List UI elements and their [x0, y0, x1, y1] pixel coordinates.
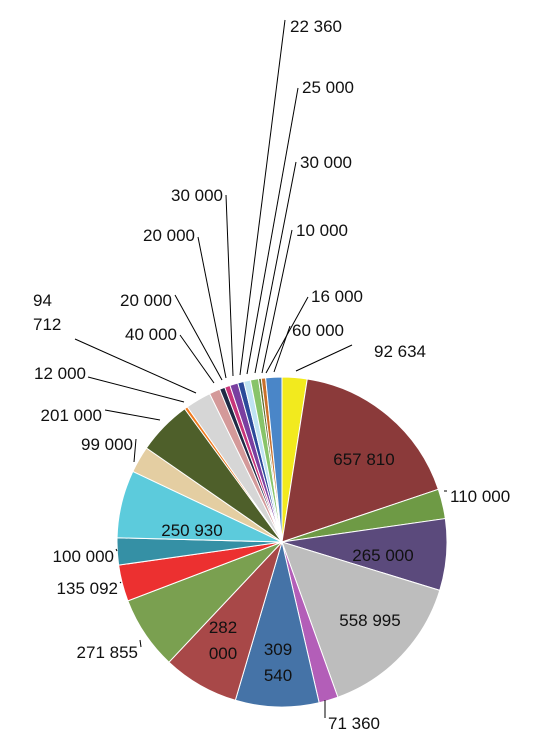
data-label-1: 92 634 [374, 342, 426, 361]
leader-line-13 [133, 438, 137, 463]
data-label-10: 135 092 [57, 579, 118, 598]
data-label-3: 110 000 [450, 487, 510, 506]
data-label-22: 25 000 [302, 78, 354, 97]
data-label-8: 282 000 [209, 618, 237, 663]
leader-line-17 [179, 334, 215, 384]
data-label-23: 30 000 [300, 153, 352, 172]
data-label-6: 71 360 [328, 714, 380, 732]
data-label-12: 250 930 [161, 521, 222, 540]
leader-line-15 [87, 376, 185, 403]
data-label-21: 22 360 [290, 17, 342, 36]
leader-line-10 [119, 581, 122, 584]
data-label-24: 10 000 [296, 221, 348, 240]
leader-lines [74, 19, 447, 718]
leader-line-21 [239, 19, 286, 376]
pie-slice-26 [265, 376, 283, 543]
data-label-20: 30 000 [171, 186, 223, 205]
data-label-19: 20 000 [143, 226, 195, 245]
data-labels: 92 634 657 810 110 000 265 000 558 995 71 360… [33, 17, 510, 732]
pie-slices [116, 376, 448, 708]
data-label-2: 657 810 [333, 450, 394, 469]
leader-line-11 [115, 548, 118, 552]
data-label-26: 60 000 [292, 321, 344, 340]
data-label-13: 99 000 [81, 435, 133, 454]
data-label-11: 100 000 [53, 547, 114, 566]
leader-line-20 [225, 194, 234, 377]
data-label-5: 558 995 [339, 611, 400, 630]
leader-line-26 [273, 325, 291, 373]
leader-line-14 [104, 409, 161, 421]
leader-line-9 [139, 639, 142, 648]
data-label-9: 271 855 [77, 643, 138, 662]
data-label-17: 40 000 [125, 325, 177, 344]
data-label-4: 265 000 [352, 546, 413, 565]
data-label-15: 12 000 [34, 364, 86, 383]
data-label-16: 94 712 [33, 291, 61, 334]
pie-slice-5 [281, 541, 441, 698]
leader-line-1 [295, 344, 353, 372]
leader-line-18 [174, 294, 223, 381]
leader-line-19 [197, 236, 227, 379]
leader-line-24 [261, 229, 293, 374]
pie-slice-2 [281, 378, 439, 543]
leader-line-23 [254, 161, 297, 374]
leader-line-16 [74, 338, 197, 394]
data-label-14: 201 000 [41, 406, 102, 425]
data-label-18: 20 000 [120, 291, 172, 310]
data-label-7: 309 540 [264, 640, 292, 685]
leader-line-22 [246, 87, 299, 375]
data-label-25: 16 000 [311, 287, 363, 306]
